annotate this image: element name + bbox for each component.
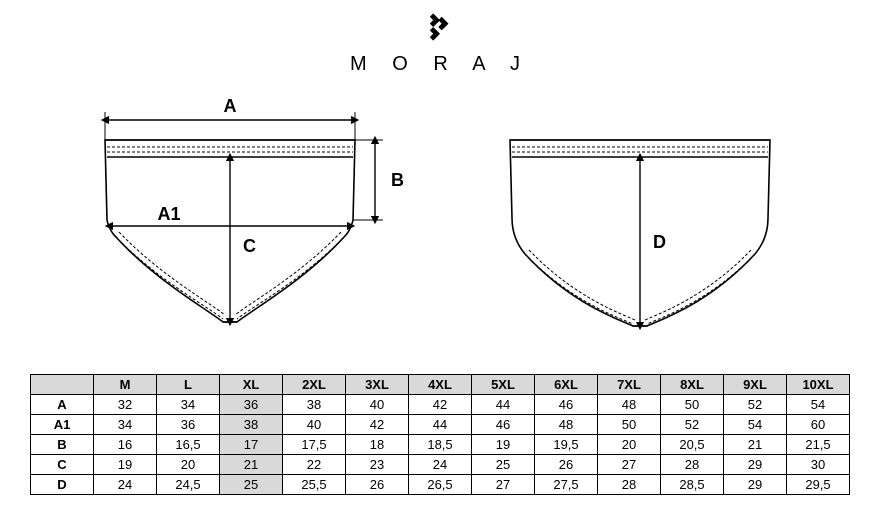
table-cell: 20 [598, 435, 661, 455]
col-header: 7XL [598, 375, 661, 395]
table-cell: 26 [346, 475, 409, 495]
table-cell: 28,5 [661, 475, 724, 495]
row-header: A1 [31, 415, 94, 435]
table-cell: 42 [346, 415, 409, 435]
brand-block: M O R A J [30, 10, 850, 76]
table-cell: 29,5 [787, 475, 850, 495]
table-cell: 24 [409, 455, 472, 475]
table-cell: 25 [472, 455, 535, 475]
table-cell: 44 [409, 415, 472, 435]
col-header: 10XL [787, 375, 850, 395]
front-diagram: A B A1 C [75, 80, 405, 340]
row-header: B [31, 435, 94, 455]
table-cell: 27,5 [535, 475, 598, 495]
row-header: C [31, 455, 94, 475]
dim-label-a1: A1 [157, 204, 180, 224]
table-cell: 50 [661, 395, 724, 415]
table-cell: 29 [724, 455, 787, 475]
diagram-row: A B A1 C [30, 80, 850, 360]
col-header: 3XL [346, 375, 409, 395]
table-cell: 44 [472, 395, 535, 415]
table-cell: 27 [472, 475, 535, 495]
table-cell: 17 [220, 435, 283, 455]
table-cell: 46 [535, 395, 598, 415]
table-cell: 36 [220, 395, 283, 415]
table-cell: 24 [94, 475, 157, 495]
table-cell: 27 [598, 455, 661, 475]
col-header: 2XL [283, 375, 346, 395]
col-header: M [94, 375, 157, 395]
table-cell: 46 [472, 415, 535, 435]
table-cell: 60 [787, 415, 850, 435]
table-cell: 18,5 [409, 435, 472, 455]
table-cell: 34 [157, 395, 220, 415]
table-cell: 17,5 [283, 435, 346, 455]
table-cell: 24,5 [157, 475, 220, 495]
logo-chevron-icon [423, 10, 457, 44]
dim-label-c: C [243, 236, 256, 256]
row-header: A [31, 395, 94, 415]
table-cell: 21,5 [787, 435, 850, 455]
col-header: L [157, 375, 220, 395]
table-cell: 21 [724, 435, 787, 455]
table-cell: 40 [283, 415, 346, 435]
brand-logo [423, 10, 457, 49]
table-cell: 48 [598, 395, 661, 415]
table-cell: 19 [472, 435, 535, 455]
col-header: 8XL [661, 375, 724, 395]
back-diagram: D [475, 80, 805, 340]
table-cell: 16,5 [157, 435, 220, 455]
table-corner [31, 375, 94, 395]
table-cell: 34 [94, 415, 157, 435]
table-cell: 20 [157, 455, 220, 475]
table-cell: 19 [94, 455, 157, 475]
col-header: 4XL [409, 375, 472, 395]
dim-label-a: A [224, 96, 237, 116]
table-cell: 40 [346, 395, 409, 415]
table-cell: 26,5 [409, 475, 472, 495]
table-cell: 16 [94, 435, 157, 455]
table-cell: 19,5 [535, 435, 598, 455]
dim-label-b: B [391, 170, 404, 190]
table-cell: 38 [220, 415, 283, 435]
table-cell: 25,5 [283, 475, 346, 495]
table-cell: 54 [787, 395, 850, 415]
col-header: XL [220, 375, 283, 395]
brand-name: M O R A J [30, 53, 850, 76]
dim-label-d: D [653, 232, 666, 252]
table-cell: 26 [535, 455, 598, 475]
table-cell: 28 [661, 455, 724, 475]
row-header: D [31, 475, 94, 495]
table-cell: 30 [787, 455, 850, 475]
table-cell: 54 [724, 415, 787, 435]
table-cell: 22 [283, 455, 346, 475]
table-cell: 25 [220, 475, 283, 495]
size-chart-page: M O R A J [0, 0, 880, 520]
table-cell: 29 [724, 475, 787, 495]
table-cell: 38 [283, 395, 346, 415]
table-cell: 50 [598, 415, 661, 435]
table-cell: 28 [598, 475, 661, 495]
table-cell: 18 [346, 435, 409, 455]
table-cell: 21 [220, 455, 283, 475]
table-cell: 23 [346, 455, 409, 475]
table-cell: 42 [409, 395, 472, 415]
col-header: 5XL [472, 375, 535, 395]
table-cell: 52 [724, 395, 787, 415]
col-header: 6XL [535, 375, 598, 395]
table-cell: 32 [94, 395, 157, 415]
table-cell: 20,5 [661, 435, 724, 455]
table-cell: 52 [661, 415, 724, 435]
table-cell: 36 [157, 415, 220, 435]
size-table: MLXL2XL3XL4XL5XL6XL7XL8XL9XL10XLA3234363… [30, 374, 850, 495]
col-header: 9XL [724, 375, 787, 395]
table-cell: 48 [535, 415, 598, 435]
